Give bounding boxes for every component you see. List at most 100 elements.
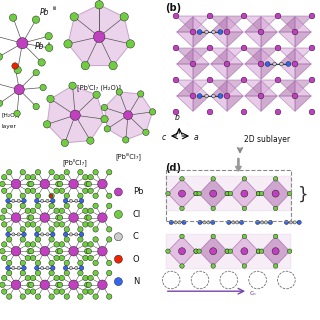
Polygon shape bbox=[244, 16, 278, 32]
Circle shape bbox=[98, 179, 107, 189]
Circle shape bbox=[265, 61, 270, 67]
Circle shape bbox=[69, 82, 76, 89]
Circle shape bbox=[225, 191, 229, 196]
Circle shape bbox=[93, 237, 98, 242]
Polygon shape bbox=[177, 17, 193, 32]
Circle shape bbox=[46, 233, 49, 236]
Circle shape bbox=[293, 221, 296, 224]
Circle shape bbox=[115, 211, 123, 218]
Text: [PbᴵᴵᴵCl₇]: [PbᴵᴵᴵCl₇] bbox=[115, 152, 141, 160]
Circle shape bbox=[78, 170, 83, 175]
Circle shape bbox=[88, 255, 93, 261]
Circle shape bbox=[83, 255, 88, 261]
Text: (d): (d) bbox=[165, 163, 181, 173]
Circle shape bbox=[69, 213, 78, 222]
Polygon shape bbox=[227, 32, 243, 47]
Circle shape bbox=[174, 221, 177, 224]
Polygon shape bbox=[168, 179, 196, 208]
Circle shape bbox=[59, 174, 65, 180]
Circle shape bbox=[44, 121, 51, 128]
Circle shape bbox=[6, 270, 12, 276]
Polygon shape bbox=[193, 17, 209, 32]
Circle shape bbox=[6, 198, 10, 203]
Circle shape bbox=[54, 242, 59, 247]
Polygon shape bbox=[211, 17, 227, 32]
Circle shape bbox=[49, 227, 54, 232]
Polygon shape bbox=[211, 81, 227, 96]
Circle shape bbox=[93, 260, 98, 266]
Circle shape bbox=[86, 248, 92, 254]
Circle shape bbox=[38, 59, 45, 66]
Circle shape bbox=[2, 275, 7, 281]
Polygon shape bbox=[261, 81, 277, 96]
Circle shape bbox=[17, 233, 20, 236]
Circle shape bbox=[190, 61, 196, 67]
Circle shape bbox=[59, 222, 65, 227]
Circle shape bbox=[49, 203, 54, 209]
Circle shape bbox=[173, 13, 179, 19]
Circle shape bbox=[256, 249, 261, 253]
Circle shape bbox=[25, 188, 30, 194]
Circle shape bbox=[35, 198, 39, 203]
Circle shape bbox=[6, 237, 12, 242]
Circle shape bbox=[241, 190, 248, 197]
Circle shape bbox=[30, 174, 36, 180]
Circle shape bbox=[57, 282, 63, 287]
Circle shape bbox=[93, 193, 98, 198]
Polygon shape bbox=[245, 81, 261, 96]
Circle shape bbox=[258, 29, 264, 35]
Polygon shape bbox=[279, 96, 295, 111]
Circle shape bbox=[22, 232, 26, 236]
Circle shape bbox=[17, 266, 20, 269]
Circle shape bbox=[284, 220, 289, 225]
Circle shape bbox=[78, 294, 83, 299]
Circle shape bbox=[32, 16, 40, 23]
Text: Cl: Cl bbox=[133, 210, 141, 219]
Circle shape bbox=[25, 255, 30, 261]
Circle shape bbox=[64, 170, 69, 175]
Circle shape bbox=[109, 61, 117, 70]
Circle shape bbox=[107, 170, 112, 175]
Circle shape bbox=[225, 249, 229, 253]
Circle shape bbox=[84, 282, 90, 287]
Polygon shape bbox=[279, 64, 295, 79]
Circle shape bbox=[75, 199, 78, 202]
Circle shape bbox=[309, 45, 315, 51]
Text: b: b bbox=[175, 113, 180, 122]
Circle shape bbox=[20, 170, 26, 175]
Circle shape bbox=[194, 249, 198, 253]
Text: Pb: Pb bbox=[35, 42, 45, 51]
Circle shape bbox=[64, 260, 69, 266]
Circle shape bbox=[287, 249, 292, 253]
Polygon shape bbox=[230, 179, 259, 208]
Circle shape bbox=[14, 110, 20, 117]
Circle shape bbox=[59, 242, 65, 247]
Polygon shape bbox=[279, 17, 295, 32]
Circle shape bbox=[20, 237, 26, 242]
Circle shape bbox=[169, 220, 173, 225]
Circle shape bbox=[194, 191, 198, 196]
Circle shape bbox=[75, 233, 78, 236]
Circle shape bbox=[20, 294, 26, 299]
Circle shape bbox=[289, 221, 292, 224]
Circle shape bbox=[40, 84, 46, 91]
Circle shape bbox=[27, 181, 32, 187]
Circle shape bbox=[207, 45, 213, 51]
Circle shape bbox=[224, 29, 230, 35]
Polygon shape bbox=[245, 17, 261, 32]
Circle shape bbox=[98, 213, 107, 222]
Polygon shape bbox=[261, 64, 277, 79]
Circle shape bbox=[272, 248, 279, 255]
Circle shape bbox=[107, 203, 112, 209]
Circle shape bbox=[273, 206, 278, 211]
Circle shape bbox=[212, 94, 215, 98]
Circle shape bbox=[115, 255, 123, 263]
Text: [PbⁱCl₇ (H₂O)]: [PbⁱCl₇ (H₂O)] bbox=[77, 83, 121, 91]
Circle shape bbox=[123, 137, 129, 143]
Circle shape bbox=[64, 237, 69, 242]
Circle shape bbox=[35, 193, 41, 198]
Circle shape bbox=[258, 93, 264, 99]
Circle shape bbox=[242, 264, 247, 268]
Circle shape bbox=[54, 174, 59, 180]
Circle shape bbox=[59, 255, 65, 261]
